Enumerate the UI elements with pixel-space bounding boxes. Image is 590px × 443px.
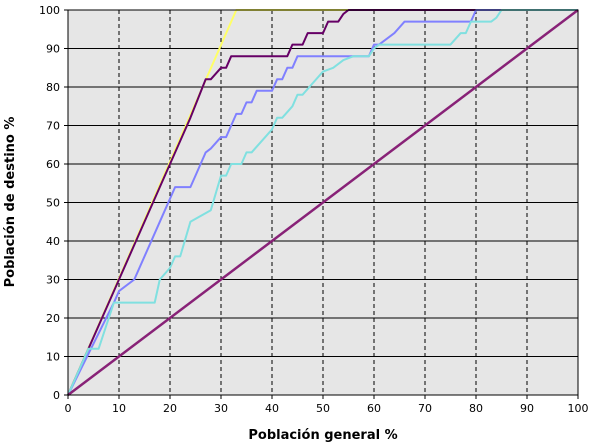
y-tick-label-80: 80 [46,81,60,94]
x-tick-label-40: 40 [265,402,279,415]
y-tick-label-90: 90 [46,43,60,56]
x-tick-label-60: 60 [367,402,381,415]
series-line-3 [67,9,578,396]
series-line-5 [67,9,579,396]
x-tick-label-90: 90 [520,402,534,415]
x-axis-title: Población general % [248,428,397,443]
y-tick-label-30: 30 [46,274,60,287]
y-tick-label-40: 40 [46,235,60,248]
series-line-4 [67,9,578,396]
x-tick-label-10: 10 [112,402,126,415]
y-tick-label-0: 0 [53,389,60,402]
x-tick-label-100: 100 [568,402,589,415]
x-tick-label-70: 70 [418,402,432,415]
series-line-2 [67,9,578,396]
y-tick-label-70: 70 [46,120,60,133]
axes [64,9,579,399]
y-tick-label-100: 100 [39,4,60,17]
y-tick-label-20: 20 [46,312,60,325]
x-tick-label-20: 20 [163,402,177,415]
x-tick-label-30: 30 [214,402,228,415]
x-tick-label-80: 80 [469,402,483,415]
x-tick-label-50: 50 [316,402,330,415]
y-tick-label-50: 50 [46,197,60,210]
x-tick-label-0: 0 [65,402,72,415]
y-tick-label-60: 60 [46,158,60,171]
y-axis-title: Población de destino % [3,117,18,288]
x-tick-labels: 0 10 20 30 40 50 60 70 80 90 100 [65,402,589,415]
y-tick-labels: 0 10 20 30 40 50 60 70 80 90 100 [39,4,60,402]
y-tick-label-10: 10 [46,351,60,364]
